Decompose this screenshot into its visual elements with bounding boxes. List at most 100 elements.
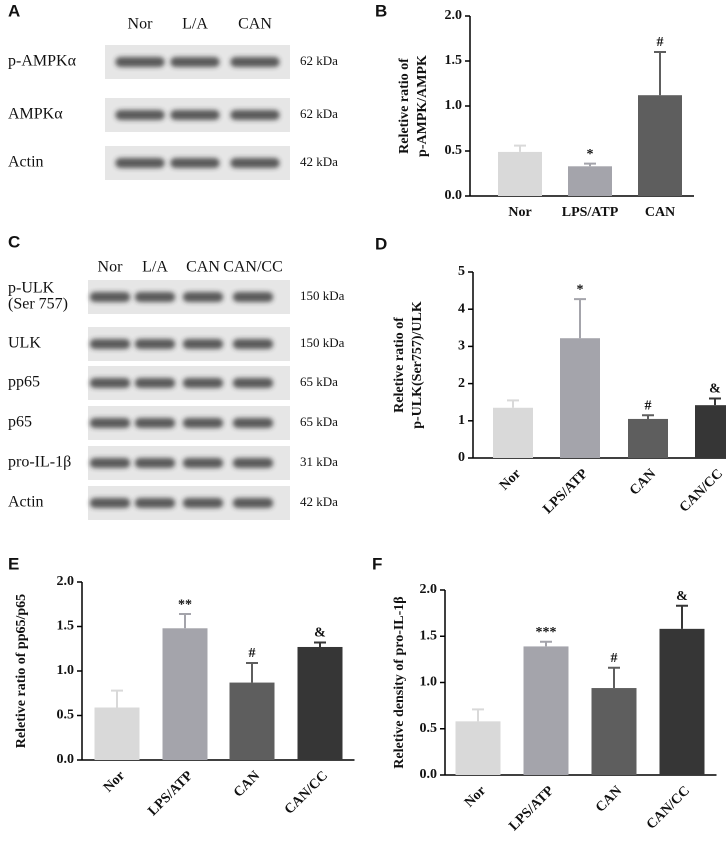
y-tick-label: 4 bbox=[458, 301, 465, 316]
x-tick-label: CAN/CC bbox=[282, 768, 331, 817]
y-tick-label: 2.0 bbox=[445, 8, 463, 23]
row-label: p-ULK bbox=[8, 280, 55, 297]
row-label: Actin bbox=[8, 494, 44, 511]
row-label: ULK bbox=[8, 335, 41, 352]
panel-label: F bbox=[372, 554, 382, 573]
band bbox=[115, 158, 165, 168]
error-bar bbox=[654, 51, 666, 96]
y-tick-label: 1 bbox=[458, 413, 465, 428]
x-tick-label: CAN bbox=[645, 205, 675, 220]
x-tick-label: Nor bbox=[497, 466, 524, 493]
band bbox=[182, 498, 224, 508]
band-size: 62 kDa bbox=[300, 106, 338, 121]
y-axis-label: Reletive ratio of bbox=[392, 317, 407, 413]
bar bbox=[628, 418, 668, 458]
band bbox=[115, 57, 165, 67]
panel-label: B bbox=[375, 1, 387, 20]
band bbox=[89, 458, 131, 468]
error-bar bbox=[709, 397, 721, 406]
bar bbox=[229, 682, 275, 760]
band bbox=[182, 418, 224, 428]
row-label: p-AMPKα bbox=[8, 53, 77, 70]
band bbox=[89, 292, 131, 302]
error-bar bbox=[540, 640, 552, 647]
band bbox=[134, 458, 176, 468]
band bbox=[115, 110, 165, 120]
band bbox=[134, 378, 176, 388]
band bbox=[134, 339, 176, 349]
lane-label: L/A bbox=[142, 259, 168, 276]
y-tick-label: 1.5 bbox=[420, 628, 438, 643]
error-bar bbox=[514, 144, 526, 152]
x-tick-label: LPS/ATP bbox=[146, 768, 197, 819]
y-tick-label: 0.5 bbox=[57, 708, 75, 723]
y-tick-label: 0.0 bbox=[445, 188, 463, 203]
lane-label: L/A bbox=[182, 16, 208, 33]
band bbox=[89, 498, 131, 508]
band bbox=[89, 418, 131, 428]
y-tick-label: 0.5 bbox=[420, 721, 438, 736]
band bbox=[232, 418, 274, 428]
band bbox=[232, 458, 274, 468]
x-tick-label: LPS/ATP bbox=[541, 466, 592, 517]
lane-label: CAN bbox=[186, 259, 220, 276]
band bbox=[182, 458, 224, 468]
bar bbox=[498, 151, 542, 196]
band bbox=[89, 378, 131, 388]
error-bar bbox=[608, 666, 620, 689]
band-size: 150 kDa bbox=[300, 335, 345, 350]
lane-label: CAN bbox=[238, 16, 272, 33]
significance-mark: # bbox=[657, 35, 664, 50]
panel-label: E bbox=[8, 554, 19, 573]
row-label: pro-IL-1β bbox=[8, 454, 71, 471]
significance-mark: # bbox=[611, 651, 618, 666]
panel-label: D bbox=[375, 234, 387, 253]
x-tick-label: Nor bbox=[508, 205, 531, 220]
y-axis-label: Reletive ratio of bbox=[397, 58, 412, 154]
panel-label: A bbox=[8, 1, 20, 20]
y-tick-label: 5 bbox=[458, 264, 465, 279]
significance-mark: * bbox=[587, 147, 594, 162]
band-size: 62 kDa bbox=[300, 53, 338, 68]
y-tick-label: 0.0 bbox=[57, 752, 75, 767]
error-bar bbox=[246, 661, 258, 683]
band bbox=[182, 378, 224, 388]
significance-mark: *** bbox=[536, 625, 557, 640]
bar bbox=[493, 407, 533, 458]
x-tick-label: CAN/CC bbox=[677, 466, 726, 515]
error-bar bbox=[314, 641, 326, 647]
y-axis-label: Reletive ratio of pp65/p65 bbox=[14, 594, 29, 748]
bar bbox=[455, 721, 501, 775]
y-tick-label: 0 bbox=[458, 450, 465, 465]
x-tick-label: CAN bbox=[627, 466, 659, 498]
x-tick-label: LPS/ATP bbox=[562, 205, 619, 220]
y-axis-label: Reletive density of pro-IL-1β bbox=[392, 596, 407, 768]
band-size: 150 kDa bbox=[300, 288, 345, 303]
y-tick-label: 0.0 bbox=[420, 767, 438, 782]
band-size: 65 kDa bbox=[300, 414, 338, 429]
band bbox=[230, 158, 280, 168]
band bbox=[232, 378, 274, 388]
significance-mark: # bbox=[645, 398, 652, 413]
band bbox=[134, 418, 176, 428]
row-label: AMPKα bbox=[8, 106, 63, 123]
significance-mark: * bbox=[577, 282, 584, 297]
error-bar bbox=[179, 613, 191, 629]
x-tick-label: Nor bbox=[101, 768, 128, 795]
band bbox=[182, 339, 224, 349]
y-tick-label: 2.0 bbox=[420, 582, 438, 597]
x-tick-label: CAN bbox=[593, 783, 625, 815]
error-bar bbox=[584, 162, 596, 167]
row-label: pp65 bbox=[8, 374, 40, 391]
band bbox=[134, 498, 176, 508]
y-tick-label: 1.5 bbox=[445, 53, 463, 68]
y-tick-label: 2 bbox=[458, 376, 465, 391]
significance-mark: ** bbox=[178, 597, 192, 612]
error-bar bbox=[507, 399, 519, 408]
bar bbox=[162, 628, 208, 760]
row-label: (Ser 757) bbox=[8, 296, 68, 313]
band bbox=[232, 498, 274, 508]
bar bbox=[638, 95, 682, 196]
error-bar bbox=[642, 414, 654, 419]
